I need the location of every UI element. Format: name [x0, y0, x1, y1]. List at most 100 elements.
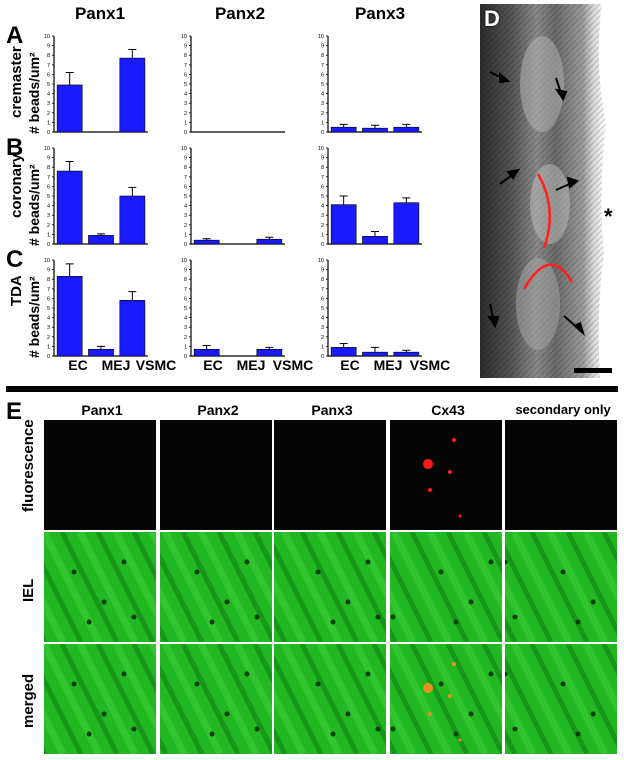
fiber-stripe — [505, 690, 537, 754]
tile-image — [274, 420, 386, 530]
fiber-stripe — [112, 532, 156, 620]
y-tick-label: 4 — [184, 204, 187, 210]
y-tick-label: 4 — [321, 92, 324, 98]
bar-chart-coronary-panx1: 0 1 2 3 4 5 6 7 8 9 10 — [40, 142, 150, 246]
elastic-lamina-hole — [224, 599, 230, 605]
y-tick-label: 10 — [318, 258, 324, 264]
red-outline-upper — [536, 173, 551, 249]
fiber-stripe — [44, 596, 67, 642]
y-tick-label: 1 — [47, 120, 50, 126]
elastic-lamina-hole — [512, 726, 518, 732]
y-tick-label: 4 — [184, 316, 187, 322]
fiber-stripe — [316, 644, 379, 754]
fiber-stripe — [95, 644, 156, 754]
image-tile-iel-panx2 — [160, 532, 272, 642]
y-tick-label: 3 — [47, 101, 50, 107]
cx43-plaque — [428, 712, 432, 716]
tile-background — [390, 420, 502, 530]
tile-image — [274, 644, 386, 754]
elastic-lamina-hole — [375, 726, 381, 732]
y-tick-label: 2 — [184, 335, 187, 341]
elastic-lamina-hole — [505, 671, 508, 677]
e-row-label-iel: IEL — [20, 578, 37, 602]
fiber-stripe — [252, 532, 272, 572]
cx43-plaque — [448, 470, 452, 474]
fiber-stripe — [274, 614, 288, 642]
y-tick-label: 5 — [47, 306, 50, 312]
elastic-lamina-hole — [505, 559, 508, 565]
elastic-lamina-hole — [590, 711, 596, 717]
y-tick-label: 4 — [321, 316, 324, 322]
fiber-stripe — [390, 666, 434, 754]
bar-mej — [88, 235, 114, 245]
bar-chart-cremaster-panx3: 0 1 2 3 4 5 6 7 8 9 10 — [314, 30, 424, 134]
elastic-lamina-hole — [453, 731, 459, 737]
bar-chart-tda-panx3: 0 1 2 3 4 5 6 7 8 9 10 — [314, 254, 424, 358]
y-tick-label: 3 — [47, 325, 50, 331]
y-tick-label: 7 — [47, 63, 50, 69]
y-tick-label: 6 — [184, 184, 187, 190]
y-tick-label: 5 — [184, 194, 187, 200]
elastic-lamina-hole — [468, 599, 474, 605]
fiber-stripe — [95, 532, 156, 642]
axis-lines — [190, 260, 285, 357]
axis-lines — [190, 36, 285, 133]
e-header-panx2: Panx2 — [197, 402, 239, 418]
tile-image — [44, 420, 156, 530]
y-tick-label: 7 — [184, 63, 187, 69]
y-tick-label: 7 — [321, 287, 324, 293]
y-tick-label: 1 — [47, 232, 50, 238]
fiber-stripe — [280, 644, 343, 754]
elastic-lamina-hole — [330, 619, 336, 625]
x-category-vsmc-2: VSMC — [272, 357, 314, 373]
fiber-stripe — [505, 616, 518, 642]
fiber-stripe — [390, 588, 417, 642]
bar-mej — [88, 348, 114, 357]
y-tick-label: 6 — [321, 72, 324, 78]
bar-ec — [56, 84, 83, 133]
tile-background — [274, 420, 386, 530]
fiber-stripe — [44, 708, 67, 754]
y-tick-label: 6 — [321, 296, 324, 302]
image-tile-iel-panx3 — [274, 532, 386, 642]
y-tick-label: 0 — [321, 242, 324, 246]
elastic-lamina-hole — [315, 569, 321, 575]
fiber-stripe — [299, 644, 360, 754]
elastic-lamina-hole — [101, 711, 107, 717]
bar-chart-svg: 0 1 2 3 4 5 6 7 8 9 10 — [318, 146, 422, 246]
tile-image — [160, 532, 272, 642]
fiber-stripe — [216, 532, 272, 642]
panel-label-d: D — [484, 6, 500, 31]
tile-background — [505, 420, 617, 530]
elastic-lamina-hole — [453, 619, 459, 625]
arrow-icons — [487, 71, 585, 337]
bar-vsmc — [256, 348, 283, 357]
bar-chart-svg: 0 1 2 3 4 5 6 7 8 9 10 — [44, 34, 148, 134]
image-tile-iel-secondary-only — [505, 532, 617, 642]
fiber-stripe — [352, 644, 386, 712]
y-tick-label: 1 — [47, 344, 50, 350]
fiber-stripe — [505, 578, 537, 642]
elastic-lamina-hole — [375, 614, 381, 620]
fiber-stripe — [299, 532, 360, 642]
elastic-lamina-hole — [86, 619, 92, 625]
elastic-lamina-hole — [345, 711, 351, 717]
fiber-stripe — [335, 644, 386, 746]
fiber-stripe — [233, 532, 272, 610]
tile-image — [505, 644, 617, 754]
elastic-lamina-hole — [244, 559, 250, 565]
y-tick-label: 0 — [47, 242, 50, 246]
cx43-plaque — [423, 683, 433, 693]
section-divider — [6, 386, 618, 392]
fiber-stripe — [160, 664, 205, 754]
y-tick-label: 4 — [47, 316, 50, 322]
fiber-stripe — [426, 532, 489, 642]
y-tick-label: 2 — [47, 223, 50, 229]
fiber-stripe — [76, 532, 139, 642]
tile-background — [390, 532, 502, 642]
fiber-stripe — [426, 644, 489, 754]
x-category-mej-2: MEJ — [236, 357, 266, 373]
error-bar-vsmc — [402, 123, 411, 128]
y-tick-label: 9 — [47, 156, 50, 162]
elastic-lamina-hole — [390, 614, 396, 620]
